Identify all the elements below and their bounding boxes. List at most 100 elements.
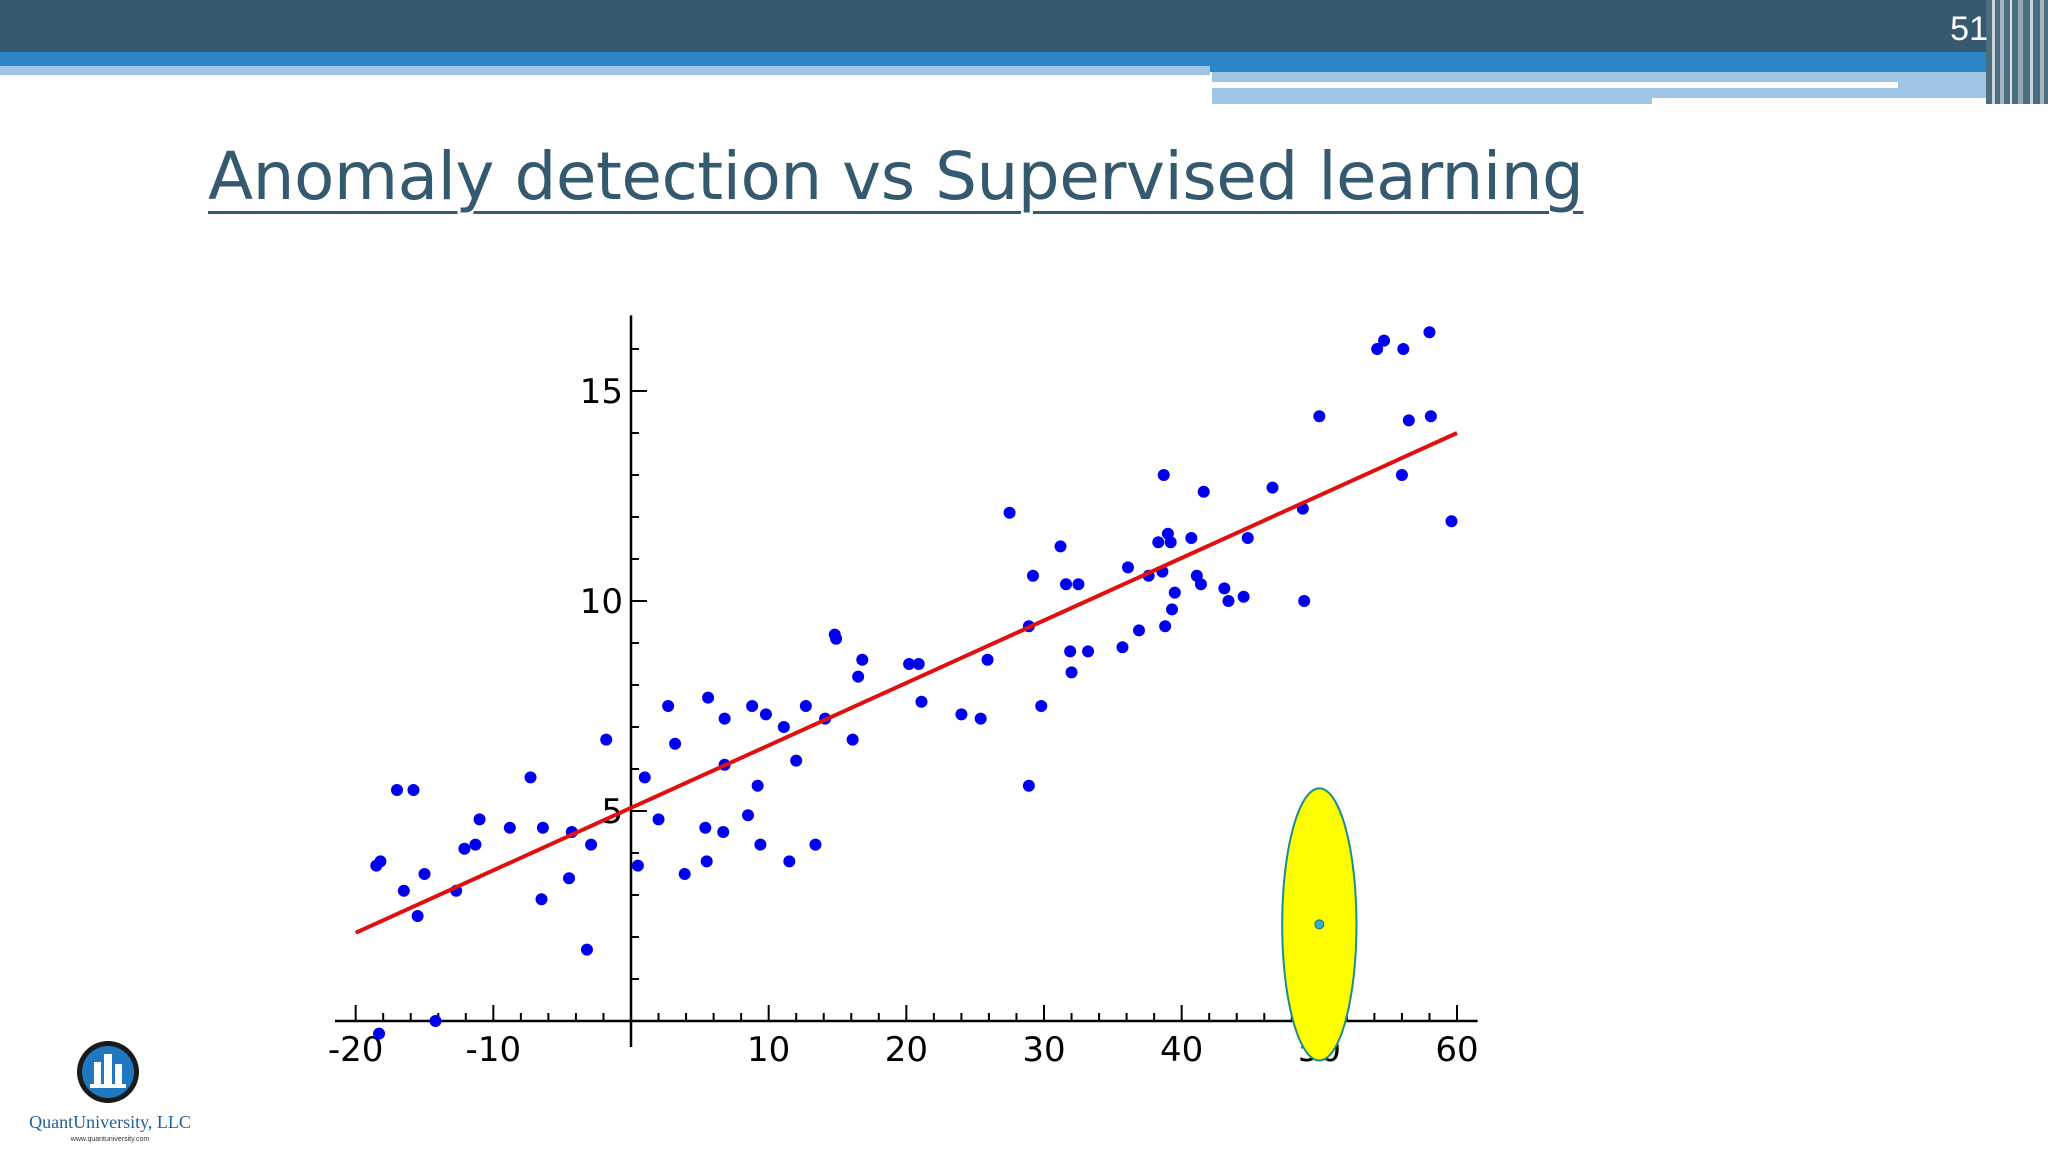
data-point bbox=[981, 653, 994, 666]
data-point bbox=[1266, 481, 1279, 494]
data-point bbox=[1378, 334, 1391, 347]
data-point bbox=[1064, 645, 1077, 658]
header-accent-cut bbox=[1652, 98, 2012, 104]
data-point bbox=[903, 658, 916, 670]
company-logo: QuantUniversity, LLC www.quantuniversity… bbox=[20, 1036, 200, 1148]
data-point bbox=[418, 868, 431, 880]
data-point bbox=[678, 868, 691, 880]
data-point bbox=[1022, 779, 1035, 792]
data-point bbox=[1168, 586, 1181, 599]
data-point bbox=[1445, 515, 1458, 528]
data-point bbox=[1164, 536, 1177, 549]
data-point bbox=[790, 754, 803, 767]
data-point bbox=[1397, 343, 1410, 355]
slide-number: 51 bbox=[1950, 10, 1988, 48]
data-point bbox=[718, 712, 731, 725]
data-point bbox=[742, 809, 755, 822]
logo-company-name: QuantUniversity, LLC bbox=[29, 1112, 191, 1132]
data-point bbox=[846, 733, 859, 746]
data-point bbox=[580, 943, 593, 956]
data-point bbox=[458, 842, 471, 855]
header-bar-dark bbox=[0, 0, 2048, 52]
chart-ticks: -20-1010203040506051015 bbox=[328, 348, 1479, 1070]
logo-url: www.quantuniversity.com bbox=[70, 1136, 150, 1143]
data-point bbox=[799, 700, 812, 712]
data-point bbox=[1065, 666, 1078, 679]
data-point bbox=[1157, 469, 1170, 481]
header-stripe-light bbox=[0, 66, 1210, 75]
logo-emblem-icon bbox=[77, 1041, 139, 1103]
data-point bbox=[699, 821, 712, 834]
data-point bbox=[754, 838, 767, 851]
fit-line-group bbox=[354, 431, 1458, 935]
data-point bbox=[783, 855, 796, 868]
data-point bbox=[390, 784, 403, 796]
data-point bbox=[1121, 561, 1134, 574]
data-point bbox=[746, 700, 759, 712]
data-point bbox=[397, 884, 410, 897]
data-point bbox=[1423, 326, 1436, 339]
data-point bbox=[1166, 603, 1179, 616]
data-point bbox=[374, 855, 387, 868]
x-tick-label: 10 bbox=[747, 1030, 790, 1070]
data-point bbox=[1194, 578, 1207, 591]
data-point bbox=[1060, 578, 1073, 591]
data-point bbox=[1218, 582, 1231, 595]
data-point bbox=[852, 670, 865, 683]
y-tick-label: 10 bbox=[580, 582, 623, 622]
data-point bbox=[411, 910, 424, 922]
data-point bbox=[1132, 624, 1145, 637]
data-point bbox=[524, 771, 537, 784]
data-point bbox=[536, 821, 549, 834]
data-point bbox=[503, 821, 516, 834]
data-point bbox=[1237, 590, 1250, 603]
data-point bbox=[373, 1027, 386, 1040]
data-point bbox=[669, 737, 682, 750]
data-point bbox=[974, 712, 987, 725]
data-point bbox=[638, 771, 651, 784]
data-point bbox=[955, 708, 968, 721]
header-accent-line bbox=[1212, 82, 1898, 88]
data-point bbox=[1241, 532, 1254, 544]
data-point bbox=[1222, 595, 1235, 607]
data-point bbox=[1054, 540, 1067, 553]
data-point bbox=[1159, 620, 1172, 633]
data-point bbox=[631, 859, 644, 872]
data-point bbox=[429, 1015, 442, 1027]
y-tick-label: 5 bbox=[601, 792, 623, 832]
data-point bbox=[1402, 414, 1415, 427]
data-point bbox=[652, 813, 665, 826]
data-point bbox=[751, 779, 764, 792]
chart-points bbox=[370, 326, 1458, 1040]
data-point bbox=[1082, 645, 1095, 658]
data-point bbox=[702, 691, 715, 704]
data-point bbox=[662, 700, 675, 712]
data-point bbox=[856, 653, 869, 666]
x-tick-label: 60 bbox=[1435, 1030, 1478, 1070]
x-tick-label: 40 bbox=[1160, 1030, 1203, 1070]
data-point bbox=[407, 784, 420, 796]
data-point bbox=[717, 826, 730, 838]
data-point bbox=[1035, 700, 1048, 712]
slide-title: Anomaly detection vs Supervised learning bbox=[208, 138, 1584, 215]
anomaly-point bbox=[1314, 919, 1325, 930]
data-point bbox=[1197, 485, 1210, 498]
data-point bbox=[1395, 469, 1408, 481]
data-point bbox=[700, 855, 713, 868]
data-point bbox=[535, 893, 548, 906]
data-point bbox=[473, 813, 486, 826]
data-point bbox=[1371, 343, 1384, 355]
data-point bbox=[1185, 532, 1198, 544]
data-point bbox=[759, 708, 772, 721]
data-point bbox=[1313, 410, 1326, 423]
data-point bbox=[912, 658, 925, 670]
x-tick-label: 20 bbox=[885, 1030, 928, 1070]
data-point bbox=[600, 733, 613, 746]
data-point bbox=[1298, 595, 1311, 607]
fit-line bbox=[354, 431, 1458, 935]
data-point bbox=[469, 838, 482, 851]
x-tick-label: -10 bbox=[466, 1030, 522, 1070]
data-point bbox=[1116, 641, 1129, 654]
header-edge-lines bbox=[1986, 0, 2048, 104]
